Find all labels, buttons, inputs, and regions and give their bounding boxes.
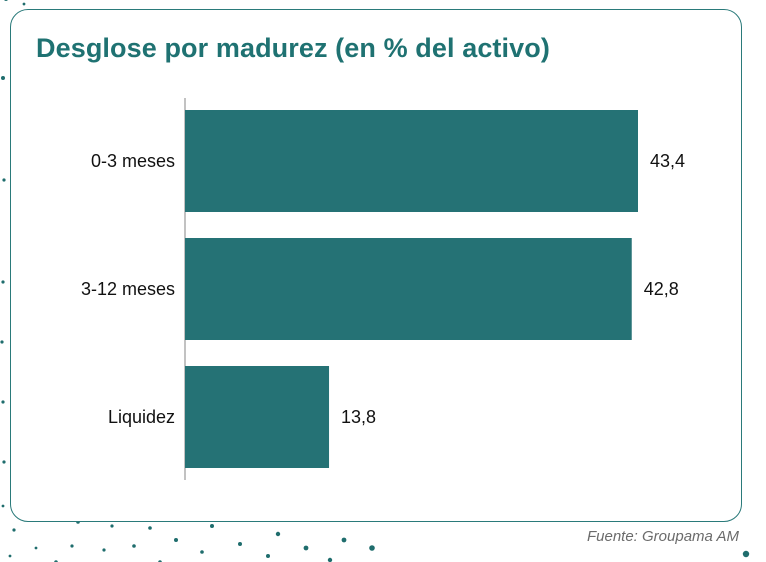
bar xyxy=(185,238,632,340)
category-label: 3-12 meses xyxy=(81,279,175,299)
data-label: 43,4 xyxy=(650,151,685,171)
data-label: 13,8 xyxy=(341,407,376,427)
source-note: Fuente: Groupama AM xyxy=(586,528,739,545)
bar xyxy=(185,366,330,468)
bar xyxy=(185,110,638,212)
category-label: 0-3 meses xyxy=(91,151,175,171)
chart-title: Desglose por madurez (en % del activo) xyxy=(36,33,550,63)
data-label: 42,8 xyxy=(644,279,679,299)
category-label: Liquidez xyxy=(108,407,175,427)
